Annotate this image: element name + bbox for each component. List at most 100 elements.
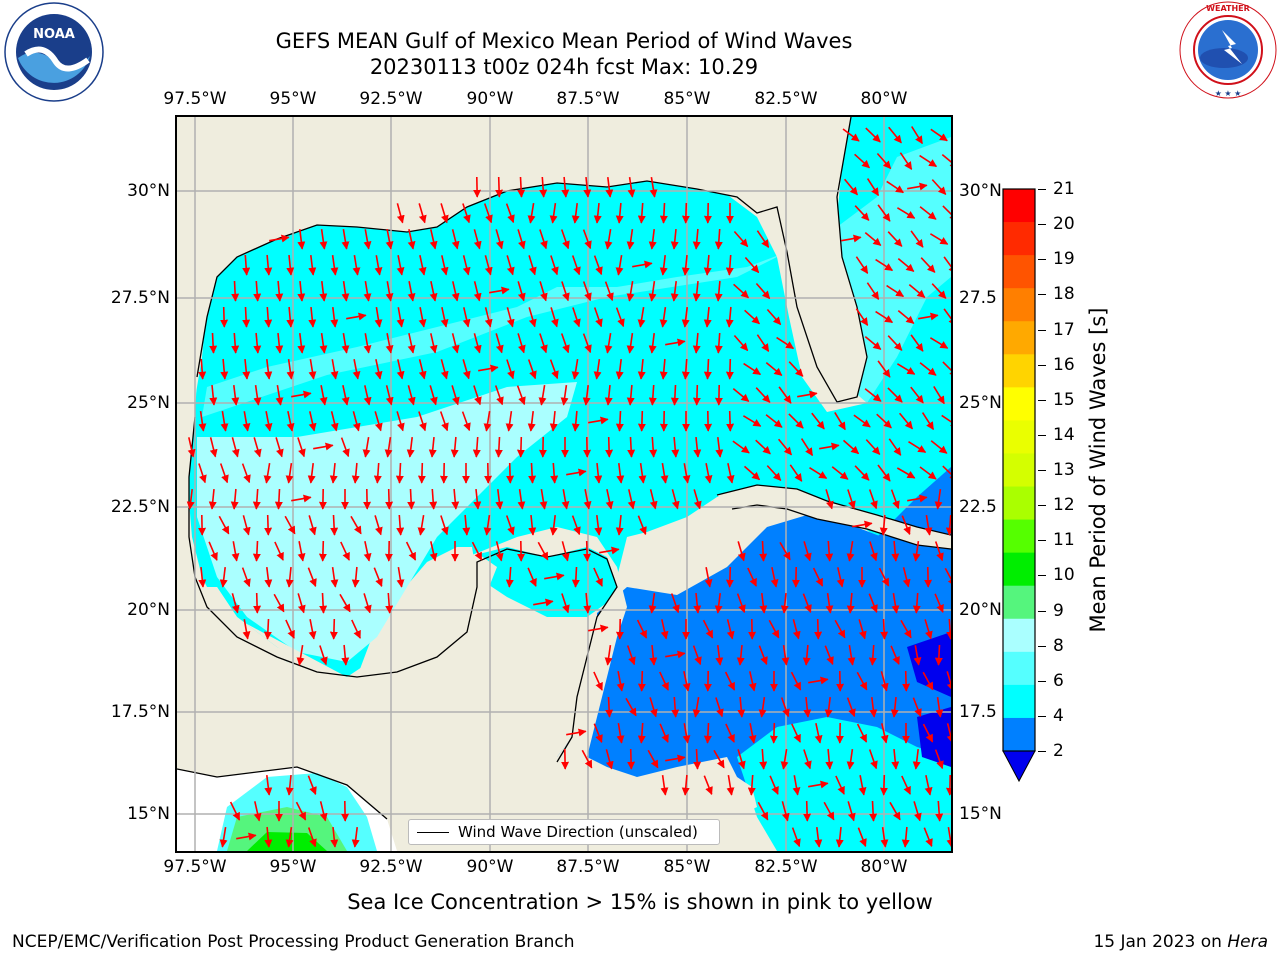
wind-wave-arrow [517, 488, 526, 510]
wind-wave-arrow [484, 255, 493, 276]
lon-label-top: 97.5°W [163, 89, 227, 109]
wind-wave-arrow [242, 411, 251, 432]
wind-wave-arrow [374, 359, 383, 380]
wind-wave-arrow [517, 281, 526, 302]
colorbar-segment [1003, 618, 1035, 653]
wind-wave-arrow [275, 333, 284, 354]
wind-wave-arrow [363, 593, 372, 614]
wind-wave-arrow [396, 359, 405, 380]
wind-wave-arrow [725, 254, 734, 276]
wind-wave-arrow [759, 540, 768, 562]
wind-wave-arrow [896, 207, 916, 219]
wind-wave-arrow [934, 749, 944, 770]
wind-wave-arrow [516, 385, 526, 406]
wind-wave-arrow [693, 489, 702, 510]
wind-wave-arrow [517, 333, 526, 354]
wind-wave-arrow [538, 384, 547, 406]
wind-wave-arrow [572, 307, 581, 328]
wind-wave-arrow [505, 515, 515, 536]
wind-wave-arrow [350, 515, 362, 535]
wind-wave-arrow [450, 436, 459, 458]
wind-wave-arrow [236, 832, 257, 841]
lat-label-left: 30°N [127, 181, 170, 201]
colorbar-tick-mark [1038, 470, 1046, 471]
wind-wave-arrow [231, 280, 240, 302]
wind-wave-arrow [880, 618, 889, 640]
wind-wave-arrow [537, 541, 549, 561]
wind-wave-arrow [935, 696, 944, 718]
wind-wave-arrow [615, 307, 625, 328]
wind-wave-arrow [253, 437, 262, 458]
wind-wave-arrow [527, 411, 536, 432]
lat-label-left: 27.5°N [110, 288, 170, 308]
gulf-water-zone-8-9 [197, 382, 577, 662]
wind-wave-arrow [242, 254, 251, 276]
wind-wave-arrow [186, 489, 195, 510]
wind-wave-arrow [582, 333, 592, 354]
wind-wave-arrow [318, 540, 327, 562]
wind-wave-arrow [549, 411, 558, 432]
wind-wave-arrow [757, 801, 769, 821]
colorbar-tick-mark [1038, 751, 1046, 752]
wind-wave-arrow [429, 385, 438, 406]
wind-wave-arrow [637, 410, 646, 432]
wind-wave-arrow [919, 362, 937, 376]
wind-wave-arrow [231, 437, 240, 458]
wind-wave-arrow [835, 775, 845, 795]
wind-wave-arrow [352, 411, 361, 432]
wind-wave-arrow [920, 257, 936, 273]
wind-wave-arrow [942, 361, 951, 377]
wind-wave-arrow [242, 306, 251, 328]
colorbar-tick-label: 15 [1053, 389, 1075, 410]
wind-wave-arrow [693, 748, 702, 770]
wind-wave-arrow [285, 826, 294, 848]
wind-wave-arrow [363, 333, 372, 354]
wind-wave-arrow [875, 310, 894, 324]
wind-wave-arrow [307, 775, 317, 796]
wind-wave-arrow [593, 567, 603, 587]
wind-wave-arrow [665, 338, 686, 347]
wind-wave-arrow [307, 827, 317, 848]
wind-wave-arrow [560, 229, 570, 250]
lat-label-left: 15°N [127, 804, 170, 824]
wind-wave-arrow [313, 442, 334, 451]
wind-wave-arrow [396, 255, 405, 276]
wind-wave-arrow [857, 827, 867, 848]
wind-wave-arrow [385, 385, 394, 406]
wind-wave-arrow [625, 697, 637, 717]
wind-wave-arrow [910, 230, 924, 248]
colorbar-tick-mark [1038, 505, 1046, 507]
wind-wave-arrow [308, 619, 317, 640]
wind-wave-arrow [219, 567, 228, 588]
wind-wave-arrow [780, 748, 789, 770]
wind-wave-arrow [835, 827, 844, 848]
wind-wave-arrow [264, 411, 273, 432]
wind-wave-arrow [912, 749, 921, 770]
lat-label-right: 17.5 [959, 702, 997, 722]
lon-label-bottom: 82.5°W [754, 857, 818, 877]
wind-wave-arrow [637, 306, 646, 328]
wind-wave-arrow [733, 283, 749, 299]
wind-wave-arrow [858, 775, 867, 796]
wind-wave-arrow [340, 437, 350, 458]
colorbar-tick-mark [1038, 224, 1046, 226]
wind-wave-arrow [418, 411, 427, 432]
colorbar-tick-label: 2 [1053, 741, 1064, 761]
wind-wave-arrow [924, 775, 933, 796]
wind-wave-arrow [943, 256, 951, 274]
wind-wave-arrow [363, 229, 372, 250]
wind-wave-arrow [418, 255, 427, 276]
wind-wave-arrow [494, 385, 504, 406]
wind-wave-arrow [241, 567, 251, 588]
wind-wave-arrow [934, 541, 944, 562]
wind-wave-arrow [461, 411, 471, 432]
wind-wave-arrow [593, 723, 603, 744]
wind-wave-arrow [291, 494, 312, 503]
mexico-land [177, 417, 487, 687]
wind-wave-arrow [941, 153, 951, 168]
us-gulf-coast-land [177, 117, 789, 417]
wind-wave-arrow [660, 619, 669, 640]
colorbar-tick-label: 20 [1053, 214, 1075, 235]
wind-wave-arrow [693, 437, 702, 458]
wind-wave-arrow [704, 567, 713, 588]
